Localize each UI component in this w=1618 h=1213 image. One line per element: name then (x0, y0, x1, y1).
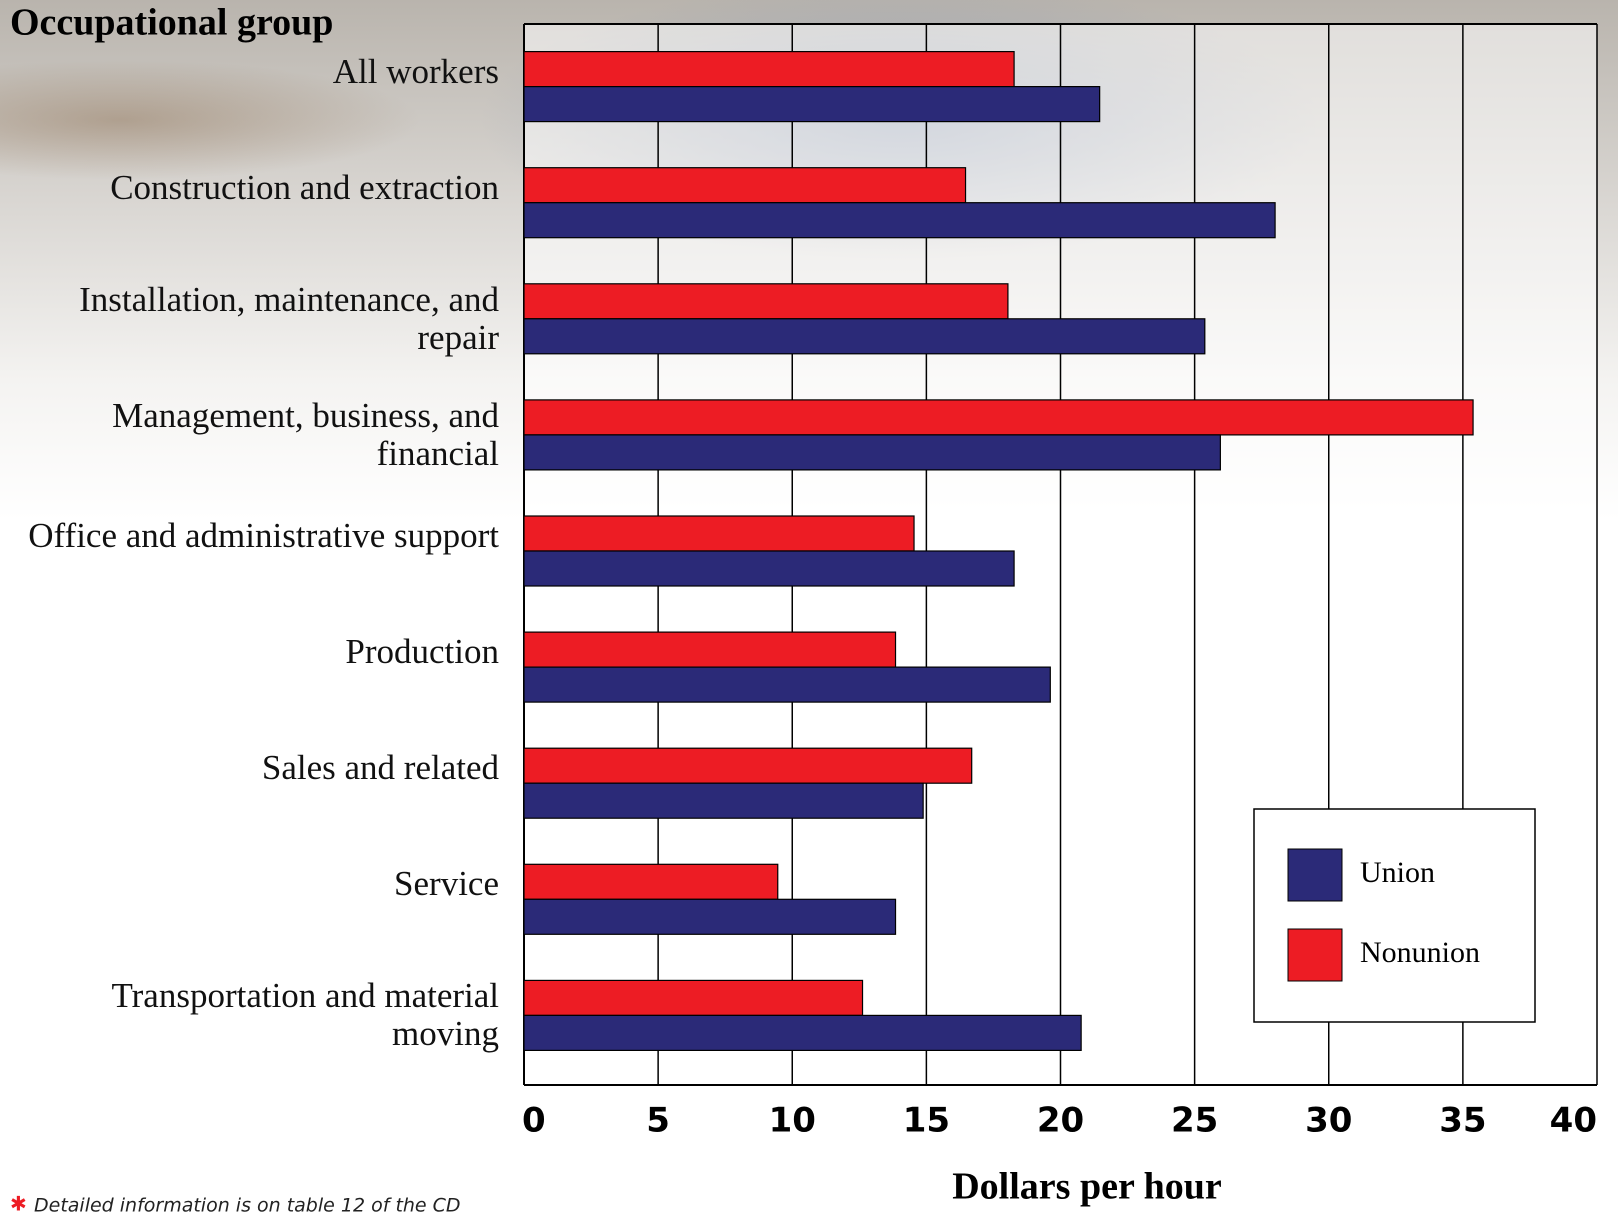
bar (523, 434, 1221, 471)
footnote: Detailed information is on table 12 of t… (34, 1195, 461, 1213)
y-tick-label: Construction and extraction (110, 167, 499, 207)
x-tick-label: 10 (769, 1101, 816, 1141)
bar (523, 202, 1276, 239)
x-tick-label: 5 (646, 1101, 670, 1141)
bar (523, 167, 967, 204)
bar (523, 399, 1474, 436)
footnote-marker: ✱ (10, 1192, 27, 1213)
bar (523, 747, 973, 784)
legend-swatch (1287, 848, 1343, 902)
bar (523, 50, 1015, 88)
bar (523, 666, 1051, 703)
bar (523, 979, 864, 1017)
legend-label: Nonunion (1360, 936, 1480, 969)
x-tick-label: 25 (1171, 1101, 1218, 1141)
legend-box (1253, 808, 1536, 1023)
y-tick-label: Management, business, and financial (112, 395, 499, 473)
bar (523, 1014, 1082, 1052)
legend-swatch (1287, 928, 1343, 982)
bar (523, 782, 924, 819)
bar (523, 283, 1009, 320)
bar (523, 631, 897, 668)
x-tick-label: 35 (1439, 1101, 1486, 1141)
y-axis-title: Occupational group (10, 2, 333, 44)
x-tick-label: 30 (1305, 1101, 1352, 1141)
bar (523, 515, 915, 552)
bar (523, 898, 897, 935)
x-tick-label: 40 (1550, 1101, 1597, 1141)
x-tick-label: 20 (1037, 1101, 1084, 1141)
bar (523, 550, 1015, 587)
x-tick-label: 0 (522, 1101, 546, 1141)
y-tick-label: Office and administrative support (28, 516, 499, 555)
bar (523, 863, 779, 900)
y-tick-label: Transportation and material moving (111, 976, 499, 1054)
y-tick-label: Production (345, 632, 499, 672)
bar (523, 318, 1206, 355)
bar (523, 85, 1101, 123)
y-tick-label: Installation, maintenance, and repair (79, 279, 499, 357)
y-tick-label: Sales and related (261, 748, 499, 788)
y-tick-label: Service (394, 864, 499, 904)
x-tick-label: 15 (903, 1101, 950, 1141)
y-tick-label: All workers (332, 51, 499, 91)
legend-label: Union (1360, 856, 1435, 889)
x-axis-title: Dollars per hour (952, 1166, 1222, 1208)
